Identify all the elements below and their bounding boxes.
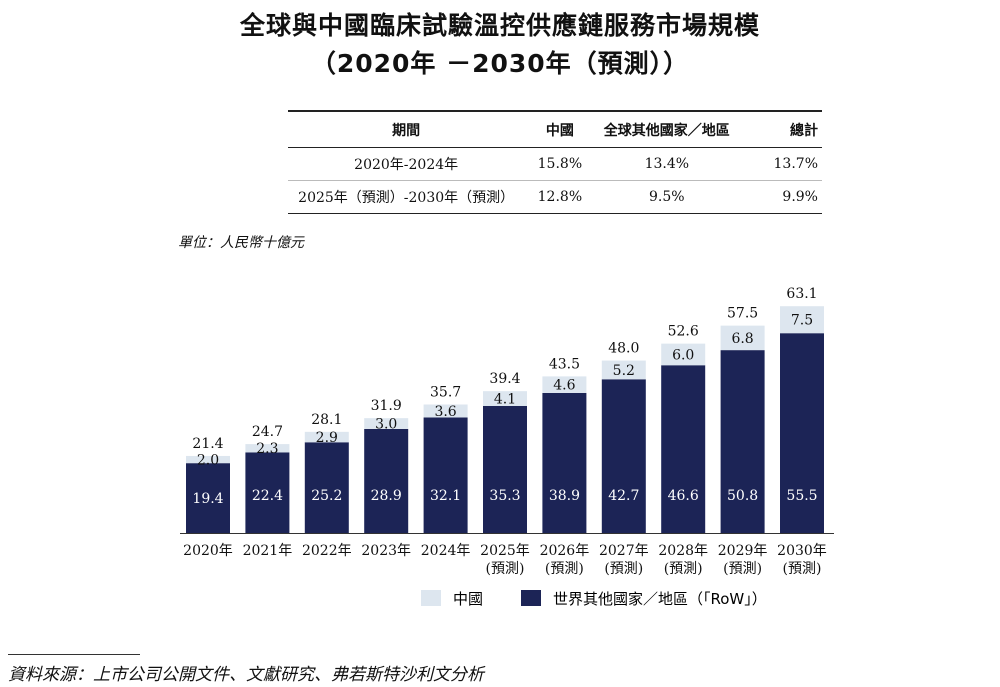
table-header-china: 中國 [524, 111, 596, 148]
table-header-row: 期間 中國 全球其他國家／地區 總計 [288, 111, 822, 148]
bar-row [186, 463, 230, 533]
bar-china [601, 360, 646, 380]
table-cell: 9.5% [595, 180, 739, 214]
data-label-total: 24.7 [252, 424, 283, 440]
bar-row [601, 379, 646, 533]
data-label-total: 57.5 [727, 306, 758, 322]
data-label-row: 25.2 [311, 488, 342, 504]
bar-china [186, 455, 230, 464]
data-label-total: 31.9 [371, 398, 402, 414]
data-label-china: 2.9 [316, 430, 338, 446]
bar-row [423, 417, 468, 533]
unit-label: 單位：人民幣十億元 [178, 235, 304, 251]
bar-row [720, 350, 765, 533]
data-label-china: 2.3 [256, 441, 278, 457]
bar-china [423, 404, 468, 418]
x-tick-label: (預測) [723, 561, 762, 577]
data-label-row: 42.7 [608, 488, 639, 504]
table-cell: 2025年（預測）-2030年（預測） [288, 180, 525, 214]
data-label-china: 3.0 [375, 417, 397, 433]
x-tick-label: 2021年 [243, 543, 293, 559]
bar-china [720, 325, 765, 351]
table-cell: 13.4% [595, 147, 739, 181]
x-tick-label: 2026年 [540, 543, 590, 559]
data-label-china: 2.0 [197, 453, 219, 469]
data-label-total: 28.1 [311, 412, 342, 428]
bar-china [245, 444, 290, 453]
x-tick-label: (預測) [664, 561, 703, 577]
bar-row [661, 365, 706, 533]
x-tick-label: 2028年 [658, 543, 708, 559]
table-cell: 2020年-2024年 [288, 147, 525, 181]
x-tick-label: 2030年 [777, 543, 827, 559]
data-label-row: 19.4 [192, 491, 223, 507]
legend-label-row: 世界其他國家／地區（「RoW」） [553, 590, 767, 608]
x-tick-label: (預測) [486, 561, 525, 577]
data-label-total: 63.1 [786, 286, 817, 302]
table-cell: 12.8% [524, 180, 596, 214]
data-label-row: 38.9 [549, 488, 580, 504]
data-label-row: 22.4 [252, 488, 283, 504]
chart-subtitle: （2020年 －2030年（預測）） [310, 49, 690, 78]
bar-china [780, 306, 824, 334]
x-tick-label: (預測) [545, 561, 584, 577]
legend-swatch-row [521, 590, 541, 606]
data-label-row: 46.6 [668, 488, 699, 504]
table-header-row: 全球其他國家／地區 [595, 111, 739, 148]
table-header-total: 總計 [738, 111, 822, 148]
bar-row [483, 405, 527, 533]
bar-row [780, 333, 824, 533]
data-label-total: 39.4 [489, 371, 520, 387]
bar-china [304, 431, 349, 443]
data-label-total: 52.6 [668, 324, 699, 340]
chart-title: 全球與中國臨床試驗溫控供應鏈服務市場規模 [239, 11, 760, 40]
data-label-total: 21.4 [192, 436, 223, 452]
data-label-total: 35.7 [430, 384, 461, 400]
source-note: 資料來源：上市公司公開文件、文獻研究、弗若斯特沙利文分析 [8, 665, 484, 685]
bar-china [542, 376, 587, 393]
bar-china [483, 391, 527, 406]
bar-chart: 19.4 2.021.4 2020年 22.4 2.324.7 2021年 25.2 2.9 2… [180, 286, 834, 608]
bar-row [245, 452, 290, 533]
table-cell: 13.7% [738, 147, 822, 181]
legend-swatch-china [421, 590, 441, 606]
bar-china [661, 343, 706, 366]
data-label-china: 7.5 [791, 313, 813, 329]
cagr-table: 期間 中國 全球其他國家／地區 總計 2020年-2024年 15.8% 13.… [288, 110, 822, 214]
x-tick-label: 2025年 [480, 543, 530, 559]
x-tick-label: (預測) [783, 561, 822, 577]
table-row: 2020年-2024年 15.8% 13.4% 13.7% [288, 147, 822, 181]
x-tick-label: 2029年 [718, 543, 768, 559]
data-label-china: 4.6 [553, 378, 575, 394]
x-tick-label: 2027年 [599, 543, 649, 559]
bar-china [364, 418, 409, 429]
data-label-china: 5.2 [613, 363, 635, 379]
source-divider [8, 654, 140, 655]
data-label-china: 6.8 [731, 331, 753, 347]
data-label-row: 32.1 [430, 488, 461, 504]
legend-label-china: 中國 [453, 590, 483, 608]
data-label-row: 50.8 [727, 488, 758, 504]
bar-row [364, 428, 409, 533]
bar-row [304, 442, 349, 533]
data-label-row: 28.9 [371, 488, 402, 504]
table-row: 2025年（預測）-2030年（預測） 12.8% 9.5% 9.9% [288, 180, 822, 214]
x-tick-label: 2024年 [421, 543, 471, 559]
x-tick-label: 2023年 [361, 543, 411, 559]
data-label-row: 55.5 [786, 488, 817, 504]
bar-row [542, 392, 587, 533]
table-cell: 15.8% [524, 147, 596, 181]
x-tick-label: 2020年 [183, 543, 233, 559]
x-tick-label: 2022年 [302, 543, 352, 559]
table-cell: 9.9% [738, 180, 822, 214]
data-label-total: 48.0 [608, 341, 639, 357]
data-label-china: 6.0 [672, 347, 694, 363]
data-label-china: 4.1 [494, 392, 516, 408]
x-tick-label: (預測) [604, 561, 643, 577]
data-label-row: 35.3 [489, 488, 520, 504]
data-label-total: 43.5 [549, 356, 580, 372]
table-header-period: 期間 [288, 111, 525, 148]
data-label-china: 3.6 [434, 404, 456, 420]
